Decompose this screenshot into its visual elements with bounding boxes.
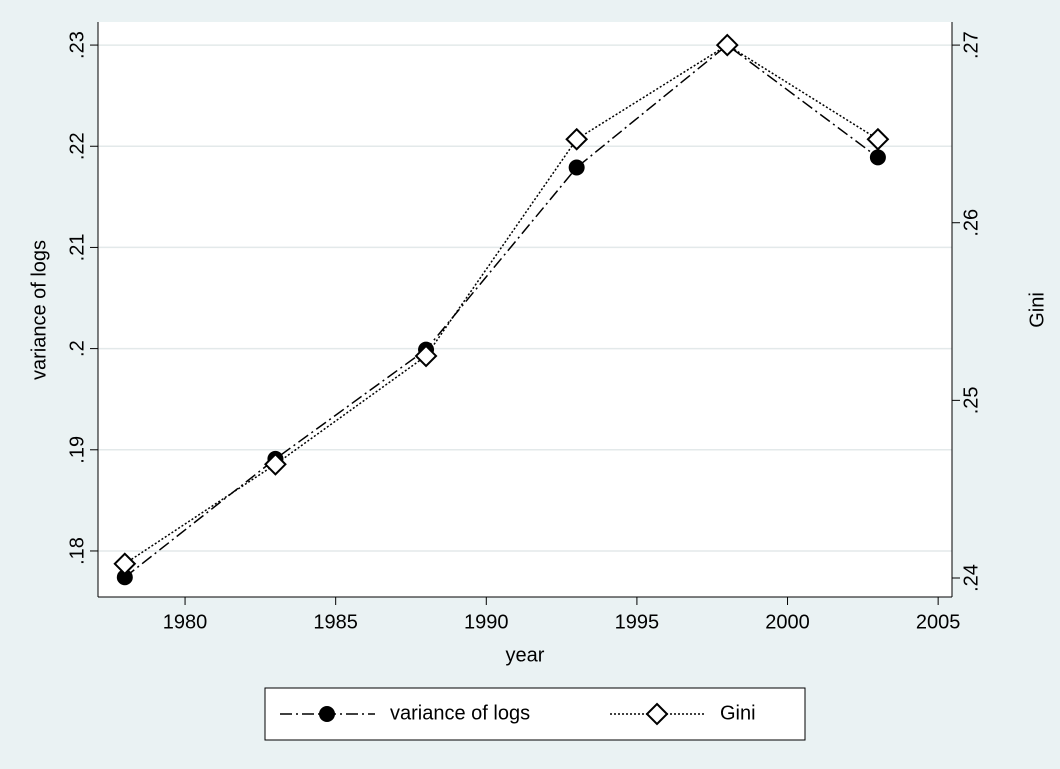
- marker: [565, 127, 589, 151]
- y-tick-label: .23: [66, 31, 88, 59]
- marker: [116, 569, 133, 586]
- marker: [715, 33, 739, 57]
- y2-tick-label: .24: [960, 564, 982, 592]
- y-tick-label: .2: [66, 340, 88, 357]
- marker: [866, 127, 890, 151]
- marker: [568, 159, 585, 176]
- y2-tick-label: .27: [960, 31, 982, 59]
- x-tick-label: 2000: [765, 611, 810, 633]
- x-tick-label: 2005: [916, 611, 961, 633]
- y-tick-label: .21: [66, 234, 88, 262]
- series-line: [124, 44, 879, 578]
- y2-tick-label: .26: [960, 209, 982, 237]
- legend-marker: [319, 706, 335, 722]
- marker: [869, 149, 886, 166]
- y-axis-title: variance of logs: [28, 240, 50, 380]
- marker: [264, 452, 287, 476]
- x-tick-label: 1995: [615, 611, 660, 633]
- y2-axis-title: Gini: [1026, 292, 1048, 328]
- x-tick-label: 1980: [163, 611, 208, 633]
- series-line: [124, 44, 879, 565]
- marker: [414, 344, 438, 368]
- legend-label: variance of logs: [390, 702, 530, 724]
- y2-tick-label: .25: [960, 386, 982, 414]
- x-axis-title: year: [506, 644, 545, 666]
- y-tick-label: .19: [66, 436, 88, 464]
- legend-label: Gini: [720, 702, 756, 724]
- x-tick-label: 1985: [313, 611, 358, 633]
- plot-area: [98, 22, 952, 597]
- legend-marker: [645, 702, 669, 726]
- marker: [113, 552, 137, 576]
- y-tick-label: .22: [66, 132, 88, 160]
- x-tick-label: 1990: [464, 611, 509, 633]
- y-tick-label: .18: [66, 537, 88, 565]
